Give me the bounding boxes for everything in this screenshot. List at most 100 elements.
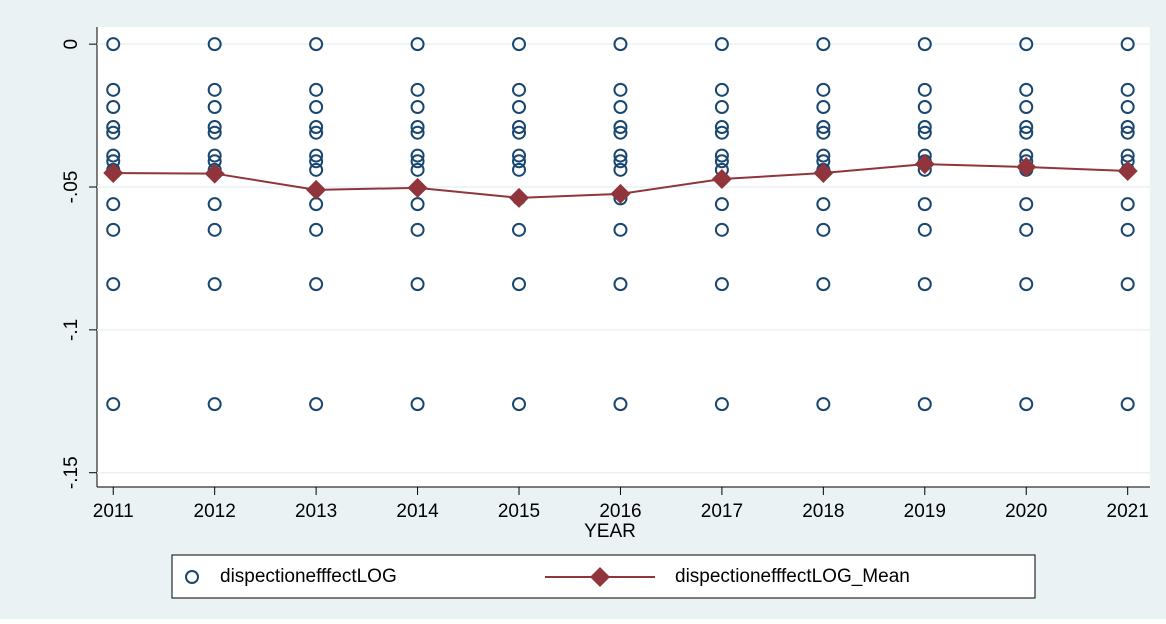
scatter-point (714, 277, 729, 292)
scatter-point (512, 277, 527, 292)
legend-label: dispectionefffectLOG (220, 566, 397, 587)
scatter-point (410, 222, 425, 237)
scatter-point (613, 222, 628, 237)
scatter-point (309, 82, 324, 97)
scatter-point (1120, 100, 1135, 114)
scatter-point (1120, 222, 1135, 237)
x-tick-label: 2018 (802, 501, 844, 522)
scatter-point (917, 82, 932, 97)
scatter-point (714, 37, 729, 52)
scatter-point (613, 100, 628, 114)
scatter-point (512, 222, 527, 237)
scatter-point (512, 148, 527, 163)
scatter-point (410, 100, 425, 114)
scatter-point (207, 120, 222, 134)
scatter-point (917, 120, 932, 134)
scatter-point (613, 162, 628, 177)
scatter-point (512, 125, 527, 140)
mean-marker (103, 163, 124, 183)
mean-marker (407, 177, 428, 198)
scatter-point (714, 197, 729, 212)
scatter-point (207, 37, 222, 52)
y-tick-label: -.1 (61, 319, 82, 341)
y-tick-label: 0 (61, 39, 82, 50)
scatter-point (714, 125, 729, 140)
scatter-point (410, 397, 425, 412)
scatter-point (613, 125, 628, 140)
scatter-point (309, 397, 324, 412)
scatter-point (106, 82, 121, 97)
scatter-point (106, 125, 121, 140)
scatter-point (309, 277, 324, 292)
scatter-point (1019, 222, 1034, 237)
scatter-point (613, 82, 628, 97)
scatter-point (207, 82, 222, 97)
scatter-point (917, 277, 932, 292)
scatter-point (1019, 197, 1034, 212)
mean-marker (306, 179, 327, 200)
scatter-point (207, 197, 222, 212)
scatter-point (714, 222, 729, 237)
scatter-point (1019, 82, 1034, 97)
mean-marker (1016, 157, 1037, 177)
scatter-point (309, 120, 324, 134)
scatter-point (613, 277, 628, 292)
scatter-point (410, 154, 425, 169)
scatter-point (309, 37, 324, 52)
scatter-point (714, 120, 729, 134)
scatter-point (309, 154, 324, 169)
scatter-point (207, 100, 222, 114)
scatter-point (816, 222, 831, 237)
scatter-point (106, 148, 121, 163)
scatter-point (207, 125, 222, 140)
mean-marker (610, 183, 631, 204)
mean-marker (813, 163, 834, 183)
scatter-point (106, 222, 121, 237)
scatter-point (613, 148, 628, 163)
y-tick-label: -.15 (61, 456, 82, 489)
scatter-point (410, 197, 425, 212)
scatter-point (1019, 120, 1034, 134)
scatter-point (1120, 82, 1135, 97)
scatter-point (512, 397, 527, 412)
scatter-point (1019, 277, 1034, 292)
scatter-point (816, 82, 831, 97)
x-tick-label: 2020 (1005, 501, 1047, 522)
scatter-point (816, 125, 831, 140)
scatter-point (410, 82, 425, 97)
legend-symbol (185, 570, 199, 584)
x-tick-label: 2015 (498, 501, 540, 522)
scatter-point (106, 397, 121, 412)
x-tick-label: 2019 (904, 501, 946, 522)
scatter-point (309, 162, 324, 177)
scatter-point (512, 154, 527, 169)
scatter-point (714, 148, 729, 163)
scatter-point (714, 397, 729, 412)
scatter-point (512, 162, 527, 177)
mean-marker (509, 187, 530, 208)
scatter-point (309, 148, 324, 163)
x-tick-label: 2014 (396, 501, 439, 522)
scatter-point (512, 37, 527, 52)
scatter-point (1019, 100, 1034, 114)
scatter-point (1019, 397, 1034, 412)
scatter-point (714, 154, 729, 169)
scatter-point (512, 100, 527, 114)
scatter-point (613, 120, 628, 134)
mean-marker (1117, 161, 1138, 181)
scatter-point (816, 37, 831, 52)
scatter-point (816, 397, 831, 412)
scatter-point (816, 148, 831, 163)
scatter-point (309, 222, 324, 237)
legend-symbol (590, 567, 610, 587)
scatter-point (816, 100, 831, 114)
x-tick-label: 2017 (701, 501, 743, 522)
scatter-point (1019, 125, 1034, 140)
scatter-point (613, 37, 628, 52)
scatter-point (106, 277, 121, 292)
scatter-point (207, 397, 222, 412)
scatter-point (917, 222, 932, 237)
scatter-point (1120, 125, 1135, 140)
